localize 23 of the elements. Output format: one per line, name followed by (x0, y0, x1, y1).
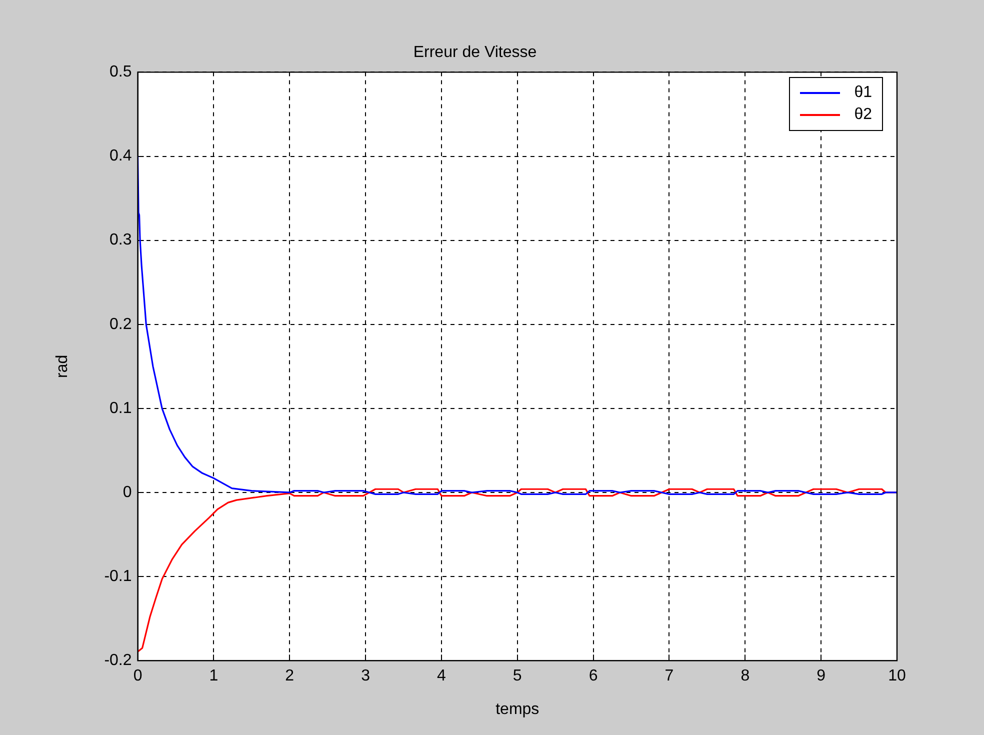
x-tick-label: 1 (209, 668, 218, 685)
y-tick-label: 0.1 (110, 400, 132, 417)
y-tick-label: 0.4 (110, 148, 132, 165)
x-axis-title: temps (496, 700, 540, 718)
chart-title: Erreur de Vitesse (413, 44, 537, 62)
legend-label: θ1 (854, 84, 872, 102)
y-tick-label: 0.2 (110, 316, 132, 333)
x-tick-label: 10 (888, 668, 906, 685)
x-tick-label: 5 (512, 668, 522, 685)
x-tick-label: 2 (285, 668, 294, 685)
y-axis-title: rad (54, 354, 72, 378)
y-tick-label: 0.5 (110, 64, 132, 81)
legend-label: θ2 (854, 106, 872, 124)
y-tick-label: -0.1 (104, 568, 132, 585)
x-tick-label: 7 (664, 668, 674, 685)
x-tick-label: 6 (588, 668, 598, 685)
x-tick-label: 4 (437, 668, 446, 685)
y-tick-label: -0.2 (104, 652, 132, 670)
x-tick-label: 3 (361, 668, 370, 685)
y-tick-label: 0.3 (110, 232, 132, 249)
y-tick-label: 0 (122, 484, 132, 501)
x-tick-label: 8 (740, 668, 750, 685)
x-tick-label: 9 (816, 668, 826, 685)
